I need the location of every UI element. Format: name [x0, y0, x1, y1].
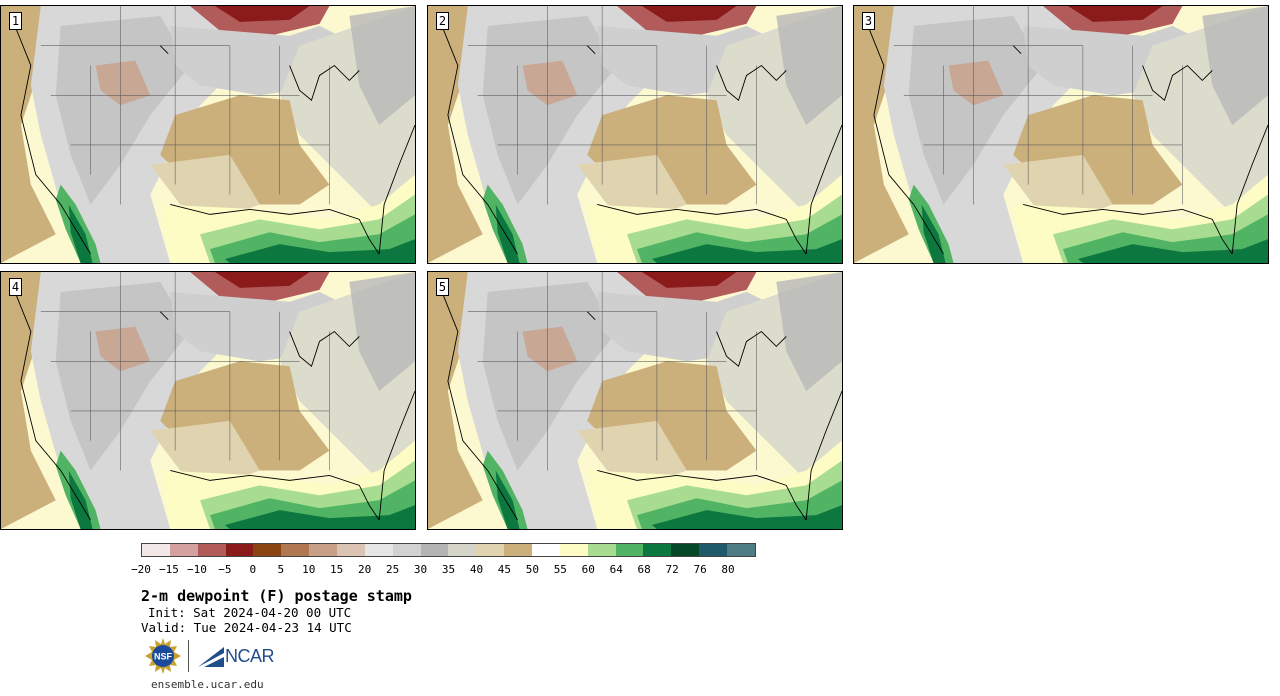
colorbar-tick-label: 25 — [385, 563, 400, 576]
colorbar-swatch — [587, 544, 616, 556]
colorbar-swatch — [281, 544, 310, 556]
dewpoint-map — [1, 272, 415, 529]
init-time: Init: Sat 2024-04-20 00 UTC — [148, 605, 352, 620]
ncar-mark-icon — [198, 647, 224, 667]
colorbar-swatch — [727, 544, 755, 556]
colorbar-tick-label: −5 — [218, 563, 232, 576]
colorbar-swatch — [169, 544, 198, 556]
colorbar-tick-label: −10 — [186, 563, 207, 576]
svg-text:NSF: NSF — [154, 652, 173, 662]
ncar-logo: NCAR — [198, 646, 278, 668]
colorbar-tick-label: 60 — [581, 563, 595, 576]
colorbar-tick-label: 0 — [249, 563, 257, 576]
colorbar-tick-label: 50 — [525, 563, 539, 576]
dewpoint-colorbar — [141, 543, 756, 557]
colorbar-tick-label: 5 — [277, 563, 285, 576]
ncar-logo-text: NCAR — [225, 646, 275, 666]
colorbar-tick-label: 40 — [469, 563, 484, 576]
colorbar-swatch — [337, 544, 365, 556]
colorbar-tick-label: 15 — [330, 563, 344, 576]
colorbar-tick-label: −15 — [159, 563, 179, 576]
colorbar-swatch — [364, 544, 393, 556]
map — [428, 6, 842, 263]
colorbar-swatch — [392, 544, 421, 556]
colorbar-swatch — [253, 544, 282, 556]
colorbar-swatch — [142, 544, 170, 556]
colorbar-swatch — [420, 544, 449, 556]
ensemble-member-panel-3: 3 — [853, 5, 1269, 264]
colorbar-swatch — [559, 544, 588, 556]
colorbar-tick-label: 76 — [693, 563, 707, 576]
colorbar-tick-label: 20 — [358, 563, 372, 576]
map — [854, 6, 1268, 263]
colorbar-swatch — [476, 544, 505, 556]
member-number-label: 5 — [436, 278, 449, 296]
member-number-label: 3 — [862, 12, 875, 30]
colorbar-swatch — [448, 544, 477, 556]
nsf-logo-icon: NSF — [145, 638, 181, 674]
colorbar-tick-labels: −20 −15 −10 −5 0 5 10 15 20 25 30 35 40 45 50 55 60 64 68 7… — [131, 563, 756, 577]
colorbar-swatch — [504, 544, 533, 556]
map — [1, 6, 415, 263]
colorbar-swatch — [309, 544, 338, 556]
dewpoint-map — [428, 6, 842, 263]
colorbar-tick-label: 64 — [609, 563, 623, 576]
logo-divider — [188, 640, 189, 672]
member-number-label: 4 — [9, 278, 22, 296]
colorbar-tick-label: 30 — [413, 563, 428, 576]
site-url: ensemble.ucar.edu — [151, 678, 264, 691]
dewpoint-map — [428, 272, 842, 529]
map — [428, 272, 842, 529]
colorbar-swatch — [225, 544, 254, 556]
colorbar-swatch — [671, 544, 700, 556]
logos: NSF NCAR — [145, 638, 275, 674]
valid-time: Valid: Tue 2024-04-23 14 UTC — [141, 620, 352, 635]
colorbar-swatch — [197, 544, 226, 556]
colorbar-swatch — [699, 544, 728, 556]
colorbar-tick-label: −20 — [131, 563, 151, 576]
colorbar-tick-label: 45 — [497, 563, 512, 576]
dewpoint-map — [854, 6, 1268, 263]
colorbar-tick-label: 55 — [553, 563, 567, 576]
colorbar-tick-label: 72 — [665, 563, 679, 576]
colorbar-tick-label: 80 — [721, 563, 735, 576]
ensemble-member-panel-4: 4 — [0, 271, 416, 530]
ensemble-member-panel-1: 1 — [0, 5, 416, 264]
member-number-label: 1 — [9, 12, 22, 30]
colorbar-tick-label: 35 — [441, 563, 456, 576]
colorbar-tick-label: 68 — [637, 563, 651, 576]
ensemble-member-panel-2: 2 — [427, 5, 843, 264]
ensemble-member-panel-5: 5 — [427, 271, 843, 530]
colorbar-swatch — [532, 544, 560, 556]
dewpoint-map — [1, 6, 415, 263]
member-number-label: 2 — [436, 12, 449, 30]
colorbar-swatch — [615, 544, 644, 556]
map — [1, 272, 415, 529]
page-title: 2-m dewpoint (F) postage stamp — [141, 587, 412, 605]
colorbar-tick-label: 10 — [302, 563, 316, 576]
colorbar-swatch — [643, 544, 672, 556]
